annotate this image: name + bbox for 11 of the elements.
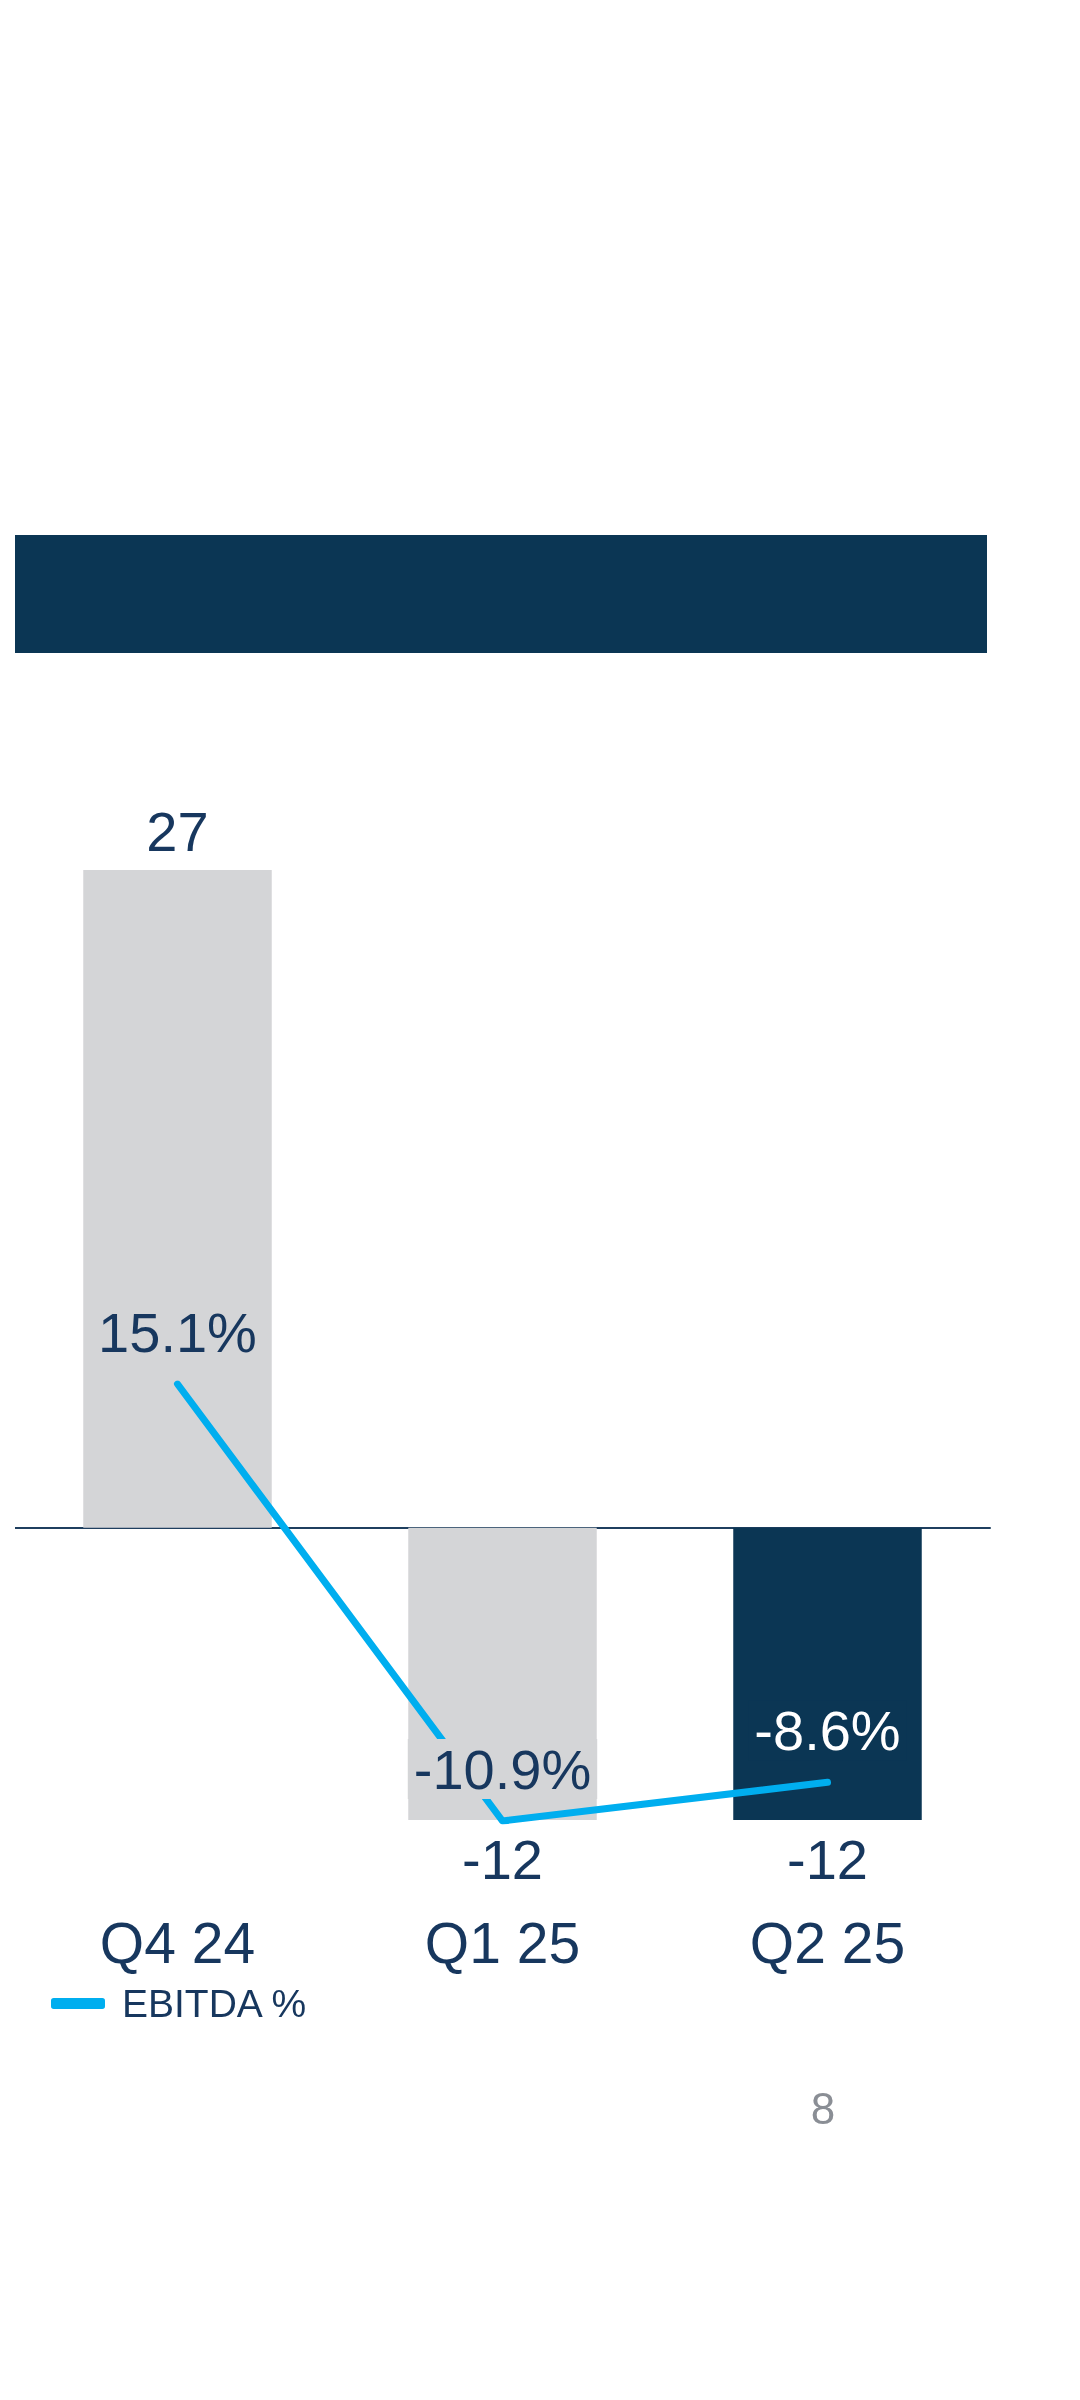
data-label: -12 — [462, 1827, 543, 1891]
x-tick-label: Q1 25 — [424, 1910, 581, 1975]
data-label: 27 — [146, 799, 209, 863]
data-label: -10.9% — [413, 1737, 592, 1801]
legend-label: EBITDA % — [122, 1982, 307, 2025]
data-label: -8.6% — [754, 1698, 901, 1762]
x-tick-label: Q2 25 — [749, 1910, 906, 1975]
data-label: -12 — [787, 1827, 868, 1891]
text: 8 — [810, 2083, 836, 2133]
x-tick-label: Q4 24 — [99, 1910, 256, 1975]
data-label: 15.1% — [98, 1300, 257, 1364]
